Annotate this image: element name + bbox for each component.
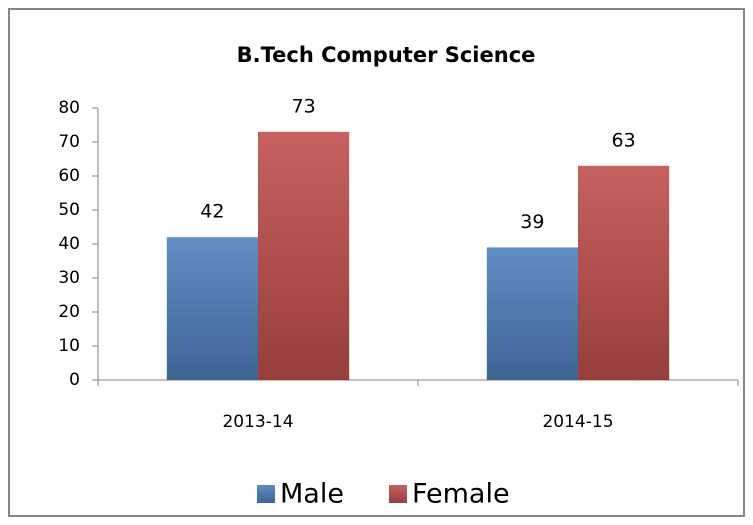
y-tick-label: 0 xyxy=(69,370,80,390)
bar xyxy=(578,165,670,380)
data-label: 73 xyxy=(292,95,316,117)
y-tick-label: 50 xyxy=(58,200,80,220)
chart-title: B.Tech Computer Science xyxy=(237,43,536,67)
data-label: 42 xyxy=(200,201,224,223)
y-tick-label: 30 xyxy=(58,268,80,288)
y-tick-label: 80 xyxy=(58,98,80,118)
y-tick-label: 60 xyxy=(58,166,80,186)
y-tick-label: 20 xyxy=(58,302,80,322)
y-tick-label: 40 xyxy=(58,234,80,254)
bar xyxy=(166,237,258,380)
data-label: 63 xyxy=(612,129,636,151)
y-tick-label: 70 xyxy=(58,132,80,152)
x-tick-label: 2013-14 xyxy=(222,412,293,432)
legend-label: Male xyxy=(280,479,344,510)
legend-swatch xyxy=(257,485,275,503)
legend-swatch xyxy=(388,485,407,503)
bar xyxy=(486,247,578,380)
y-tick-label: 10 xyxy=(58,336,80,356)
x-tick-label: 2014-15 xyxy=(542,412,613,432)
legend-label: Female xyxy=(412,479,510,510)
data-label: 39 xyxy=(520,211,544,233)
bar xyxy=(258,131,350,380)
